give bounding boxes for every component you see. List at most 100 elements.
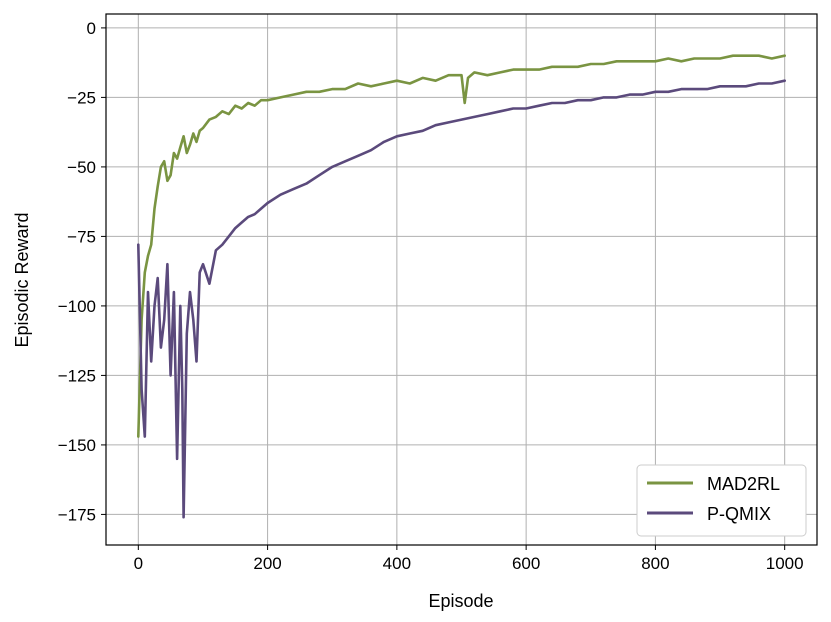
y-tick-label: −175 (58, 505, 96, 524)
data-point-mad2rl (150, 243, 152, 246)
data-point-p-qmix (409, 132, 411, 135)
data-point-p-qmix (195, 360, 198, 363)
plot-frame (105, 13, 818, 546)
data-point-mad2rl (186, 152, 188, 154)
data-point-p-qmix (771, 82, 773, 85)
data-point-p-qmix (253, 213, 256, 215)
data-point-mad2rl (153, 207, 156, 210)
data-point-mad2rl (370, 85, 372, 88)
y-tick-label: −75 (67, 227, 96, 246)
data-point-p-qmix (447, 121, 450, 124)
data-point-mad2rl (641, 60, 644, 63)
data-point-p-qmix (189, 291, 191, 293)
data-point-p-qmix (181, 388, 184, 391)
data-point-mad2rl (447, 74, 450, 76)
y-tick-label: −25 (67, 88, 96, 107)
data-point-mad2rl (228, 113, 230, 115)
data-point-mad2rl (463, 102, 466, 104)
data-point-mad2rl (247, 102, 249, 104)
data-point-mad2rl (266, 99, 269, 101)
data-point-p-qmix (150, 360, 152, 363)
data-point-mad2rl (693, 57, 695, 60)
data-point-mad2rl (654, 60, 657, 63)
data-point-p-qmix (186, 332, 188, 335)
data-point-p-qmix (153, 305, 156, 307)
data-point-p-qmix (163, 319, 165, 321)
data-point-mad2rl (189, 143, 191, 146)
data-point-mad2rl (221, 110, 224, 113)
data-point-p-qmix (147, 291, 149, 293)
data-point-p-qmix (628, 93, 631, 96)
data-point-p-qmix (176, 458, 178, 460)
data-point-p-qmix (144, 435, 146, 438)
data-point-mad2rl (628, 60, 631, 63)
data-point-p-qmix (198, 271, 201, 274)
data-point-p-qmix (208, 282, 211, 285)
data-point-p-qmix (383, 141, 385, 143)
data-point-mad2rl (467, 77, 469, 79)
data-point-mad2rl (331, 88, 334, 90)
legend-label-p-qmix: P-QMIX (707, 504, 771, 524)
data-point-p-qmix (706, 88, 708, 90)
x-tick-label: 800 (641, 554, 669, 573)
data-point-mad2rl (179, 146, 182, 149)
data-point-p-qmix (551, 102, 553, 104)
plot-background (106, 14, 817, 545)
data-point-mad2rl (434, 79, 437, 82)
data-point-p-qmix (179, 305, 182, 307)
data-point-mad2rl (486, 74, 489, 76)
x-tick-label: 0 (134, 554, 143, 573)
data-point-mad2rl (137, 435, 140, 438)
data-point-p-qmix (602, 96, 605, 99)
data-point-p-qmix (169, 374, 172, 377)
data-point-mad2rl (166, 180, 169, 182)
data-point-p-qmix (240, 221, 243, 224)
y-tick-label: −125 (58, 366, 96, 385)
data-point-mad2rl (147, 255, 149, 257)
data-point-mad2rl (577, 66, 579, 68)
data-point-mad2rl (357, 82, 359, 85)
data-point-p-qmix (266, 202, 269, 204)
data-point-mad2rl (421, 77, 424, 79)
data-point-p-qmix (654, 91, 657, 93)
data-point-mad2rl (602, 63, 605, 65)
data-point-mad2rl (499, 71, 502, 74)
data-point-mad2rl (198, 130, 201, 132)
data-point-mad2rl (144, 271, 146, 274)
data-point-p-qmix (421, 130, 424, 132)
data-point-mad2rl (590, 63, 592, 65)
data-point-p-qmix (667, 91, 670, 93)
data-point-p-qmix (745, 85, 747, 88)
data-point-mad2rl (208, 118, 211, 121)
data-point-mad2rl (292, 93, 295, 96)
data-point-mad2rl (745, 54, 747, 57)
data-point-mad2rl (253, 104, 256, 107)
legend-label-mad2rl: MAD2RL (707, 474, 780, 494)
data-point-mad2rl (667, 57, 670, 60)
data-point-p-qmix (615, 96, 618, 99)
data-point-p-qmix (577, 99, 579, 101)
y-ticks: 0 −25 −50 −75 −100 −125 −150 −175 (58, 19, 106, 524)
data-point-mad2rl (215, 116, 217, 118)
data-point-p-qmix (538, 104, 540, 107)
data-point-mad2rl (525, 68, 527, 71)
series-layer (137, 54, 787, 519)
data-point-p-qmix (396, 135, 398, 138)
data-point-p-qmix (137, 243, 140, 246)
data-point-mad2rl (305, 91, 308, 93)
data-point-mad2rl (173, 152, 175, 154)
data-point-p-qmix (247, 216, 249, 218)
data-point-mad2rl (240, 107, 243, 110)
data-point-p-qmix (202, 263, 204, 266)
series-line-p-qmix (137, 79, 787, 519)
data-point-p-qmix (173, 291, 175, 293)
data-point-p-qmix (279, 193, 282, 196)
y-tick-label: −150 (58, 436, 96, 455)
y-tick-label: −50 (67, 158, 96, 177)
data-point-p-qmix (460, 118, 463, 121)
data-point-p-qmix (732, 85, 734, 88)
data-point-p-qmix (228, 235, 230, 238)
data-point-mad2rl (156, 185, 159, 188)
data-point-p-qmix (140, 388, 143, 391)
